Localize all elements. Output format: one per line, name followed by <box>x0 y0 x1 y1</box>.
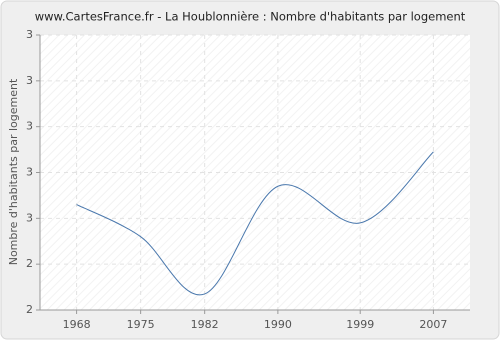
y-tick-label: 2 <box>26 257 33 270</box>
x-tick-label: 1968 <box>63 318 91 331</box>
x-tick-label: 2007 <box>419 318 447 331</box>
y-tick-label: 3 <box>26 74 33 87</box>
y-tick-label: 3 <box>26 166 33 179</box>
x-tick-label: 1990 <box>264 318 292 331</box>
y-tick-label: 3 <box>26 120 33 133</box>
x-tick-label: 1982 <box>191 318 219 331</box>
y-axis-label: Nombre d'habitants par logement <box>7 78 20 265</box>
x-tick-label: 1975 <box>127 318 155 331</box>
chart-title: www.CartesFrance.fr - La Houblonnière : … <box>35 10 466 24</box>
y-tick-label: 3 <box>26 28 33 41</box>
y-tick-label: 2 <box>26 303 33 316</box>
x-tick-label: 1999 <box>346 318 374 331</box>
plot-hatch <box>40 35 470 310</box>
series-line <box>76 151 434 296</box>
y-tick-label: 3 <box>26 211 33 224</box>
